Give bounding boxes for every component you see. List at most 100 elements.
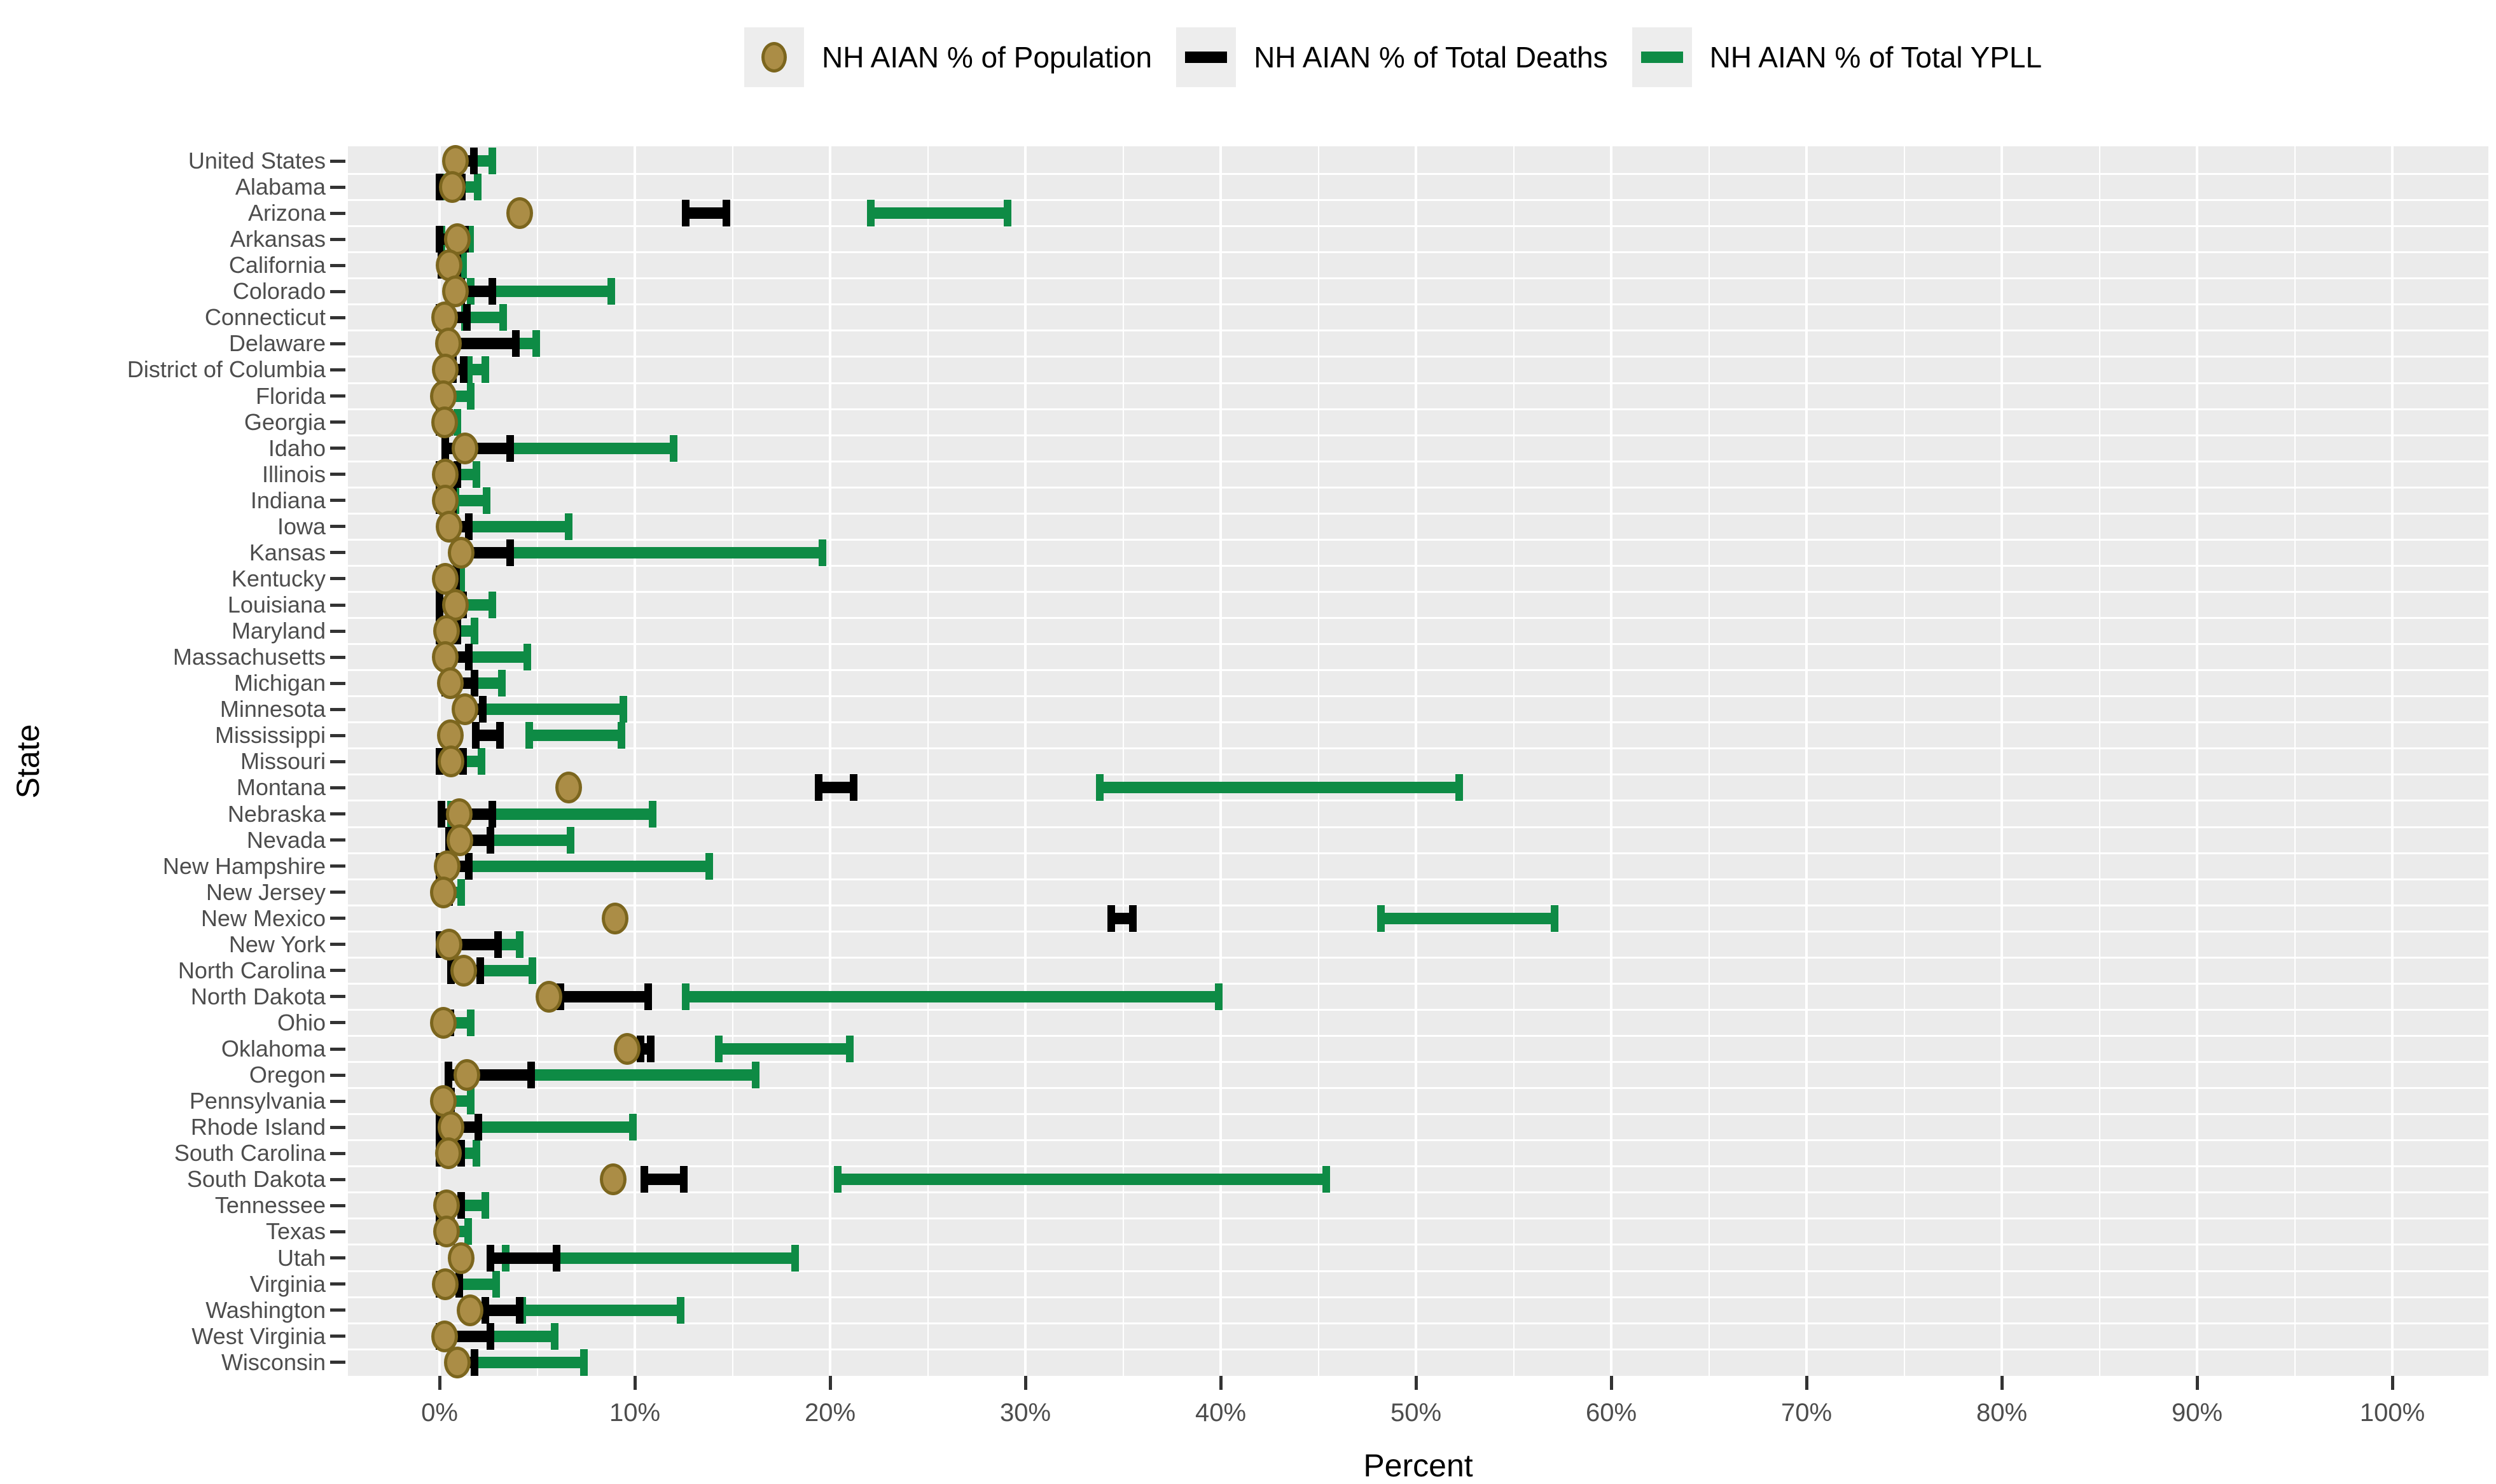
gridline-major bbox=[2000, 146, 2003, 1376]
y-tick bbox=[330, 473, 345, 476]
ypll-range-bar bbox=[531, 1069, 756, 1081]
deaths-range-cap bbox=[494, 931, 503, 958]
ypll-range-bar bbox=[478, 1121, 633, 1134]
population-dot bbox=[430, 1006, 457, 1039]
ypll-range-cap bbox=[467, 1088, 475, 1115]
gridline-horizontal bbox=[348, 199, 2488, 202]
y-tick bbox=[330, 211, 345, 215]
legend-key bbox=[1176, 27, 1237, 87]
ypll-range-cap bbox=[473, 174, 482, 201]
state-label: Illinois bbox=[261, 461, 326, 487]
gridline-horizontal bbox=[348, 982, 2488, 985]
deaths-range-cap bbox=[436, 592, 443, 619]
gridline-horizontal bbox=[348, 773, 2488, 776]
population-dot bbox=[431, 1320, 458, 1352]
deaths-range-bar bbox=[818, 782, 854, 794]
ypll-range-bar bbox=[475, 677, 503, 690]
legend-label: NH AIAN % of Population bbox=[822, 41, 1153, 74]
gridline-horizontal bbox=[348, 826, 2488, 828]
deaths-range-cap bbox=[486, 1322, 494, 1350]
ypll-range-cap bbox=[528, 957, 536, 984]
deaths-range-cap bbox=[679, 1166, 688, 1193]
deaths-range-bar bbox=[490, 1252, 557, 1264]
gridline-horizontal bbox=[348, 1087, 2488, 1090]
gridline-horizontal bbox=[348, 434, 2488, 436]
y-tick bbox=[330, 655, 345, 659]
deaths-range-cap bbox=[646, 1036, 655, 1063]
gridline-major bbox=[2196, 146, 2198, 1376]
deaths-range-bar bbox=[475, 730, 501, 742]
x-tick bbox=[1023, 1376, 1027, 1390]
population-dot bbox=[432, 1268, 459, 1300]
ypll-range-cap bbox=[523, 644, 532, 671]
deaths-range-cap bbox=[506, 539, 514, 566]
gridline-horizontal bbox=[348, 669, 2488, 672]
population-dot bbox=[453, 1059, 480, 1092]
legend: NH AIAN % of Population NH AIAN % of Tota… bbox=[744, 27, 2042, 87]
ypll-range-cap bbox=[482, 487, 490, 514]
deaths-range-cap bbox=[482, 1296, 490, 1324]
y-tick bbox=[330, 891, 345, 894]
x-tick-label: 100% bbox=[2359, 1399, 2425, 1427]
deaths-range-cap bbox=[723, 200, 731, 227]
x-tick bbox=[438, 1376, 441, 1390]
y-tick bbox=[330, 786, 345, 789]
gridline-horizontal bbox=[348, 956, 2488, 959]
state-label: New Hampshire bbox=[162, 852, 326, 879]
gridline-horizontal bbox=[348, 1113, 2488, 1116]
ypll-range-cap bbox=[498, 670, 506, 697]
y-tick bbox=[330, 995, 345, 999]
gridline-horizontal bbox=[348, 1217, 2488, 1220]
state-label: Washington bbox=[205, 1296, 326, 1323]
x-tick-label: 0% bbox=[421, 1399, 458, 1427]
state-label: Rhode Island bbox=[190, 1114, 326, 1141]
ypll-range-cap bbox=[471, 618, 479, 645]
gridline-horizontal bbox=[348, 382, 2488, 384]
ypll-range-cap bbox=[607, 278, 616, 305]
ypll-range-bar bbox=[498, 938, 520, 950]
x-tick bbox=[1414, 1376, 1418, 1390]
gridline-horizontal bbox=[348, 1270, 2488, 1272]
ypll-range-cap bbox=[551, 1322, 559, 1350]
gridline-horizontal bbox=[348, 1296, 2488, 1298]
state-label: Florida bbox=[255, 382, 326, 409]
state-label: South Dakota bbox=[186, 1166, 326, 1193]
deaths-range-bar bbox=[1111, 912, 1133, 924]
state-label: Delaware bbox=[228, 330, 326, 357]
x-tick-label: 80% bbox=[1976, 1399, 2028, 1427]
ypll-range-bar bbox=[482, 704, 623, 716]
gridline-horizontal bbox=[348, 617, 2488, 620]
gridline-horizontal bbox=[348, 1165, 2488, 1168]
ypll-range-bar bbox=[510, 546, 822, 558]
y-tick bbox=[330, 1047, 345, 1051]
gridline-major bbox=[829, 146, 831, 1376]
ypll-range-cap bbox=[834, 1166, 842, 1193]
state-label: Nebraska bbox=[227, 800, 326, 827]
state-label: Iowa bbox=[277, 513, 326, 539]
deaths-range-cap bbox=[457, 1192, 465, 1219]
state-label: District of Columbia bbox=[127, 356, 326, 383]
gridline-major bbox=[2391, 146, 2394, 1376]
state-label: Louisiana bbox=[227, 592, 326, 618]
population-dot bbox=[431, 406, 458, 438]
state-label: Arizona bbox=[247, 200, 326, 226]
gridline-horizontal bbox=[348, 1035, 2488, 1037]
ypll-range-cap bbox=[467, 382, 475, 410]
ypll-range-cap bbox=[818, 539, 826, 566]
y-tick bbox=[330, 420, 345, 424]
gridline-minor bbox=[2098, 146, 2100, 1376]
gridline-minor bbox=[1317, 146, 1319, 1376]
deaths-range-cap bbox=[465, 513, 473, 540]
gridline-horizontal bbox=[348, 408, 2488, 410]
ypll-range-bar bbox=[473, 155, 492, 167]
state-label: Pennsylvania bbox=[189, 1088, 326, 1114]
population-dot bbox=[451, 432, 478, 464]
legend-item: NH AIAN % of Total YPLL bbox=[1632, 27, 2042, 87]
x-tick bbox=[633, 1376, 637, 1390]
state-label: Massachusetts bbox=[172, 644, 326, 670]
ypll-range-bar bbox=[838, 1174, 1326, 1186]
gridline-horizontal bbox=[348, 486, 2488, 489]
population-dot bbox=[438, 1111, 465, 1144]
gridline-major bbox=[1415, 146, 1417, 1376]
ypll-range-cap bbox=[1455, 774, 1463, 801]
